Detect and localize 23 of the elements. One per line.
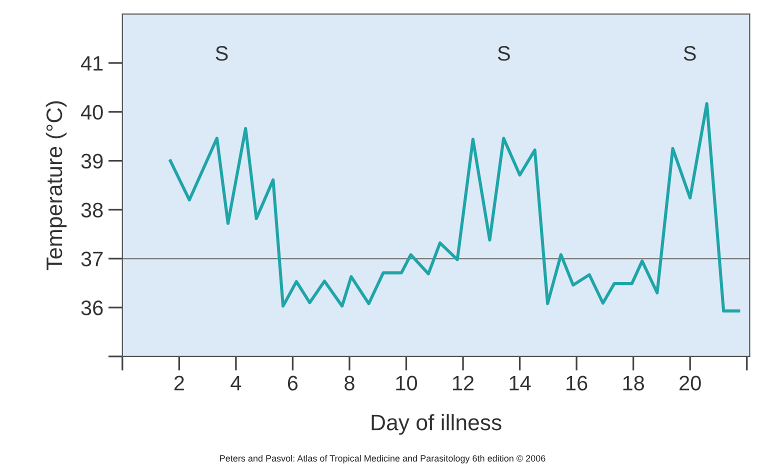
y-tick-label: 39 [81,154,103,169]
annotation: S [216,46,228,61]
text: Peters and Pasvol: Atlas of Tropical Medicine and Parasitology 6th edition © 2006 [220,454,546,464]
x-tick-label: 4 [230,376,242,390]
y-tick-label: 38 [81,202,103,218]
x-tick-label: 18 [623,376,644,390]
y-tick-label: 41 [80,56,103,71]
y-tick-label: 40 [80,104,103,120]
y-tick-label: 37 [81,252,103,266]
annotation: S [498,46,510,61]
y-axis-title: Temperature (°C) [46,101,67,270]
x-tick-label: 2 [174,376,184,390]
x-tick-label: 14 [510,376,531,390]
annotation: S [684,46,696,61]
x-tick-label: 8 [344,376,354,390]
x-tick-label: 16 [566,376,588,390]
y-tick-label: 36 [81,300,103,316]
x-tick-label: 12 [453,376,474,390]
x-tick-label: 6 [288,376,298,390]
x-tick-label: 20 [680,376,701,390]
x-axis-title: Day of illness [372,414,502,435]
line-series [168,102,740,312]
x-tick-label: 10 [396,376,418,390]
